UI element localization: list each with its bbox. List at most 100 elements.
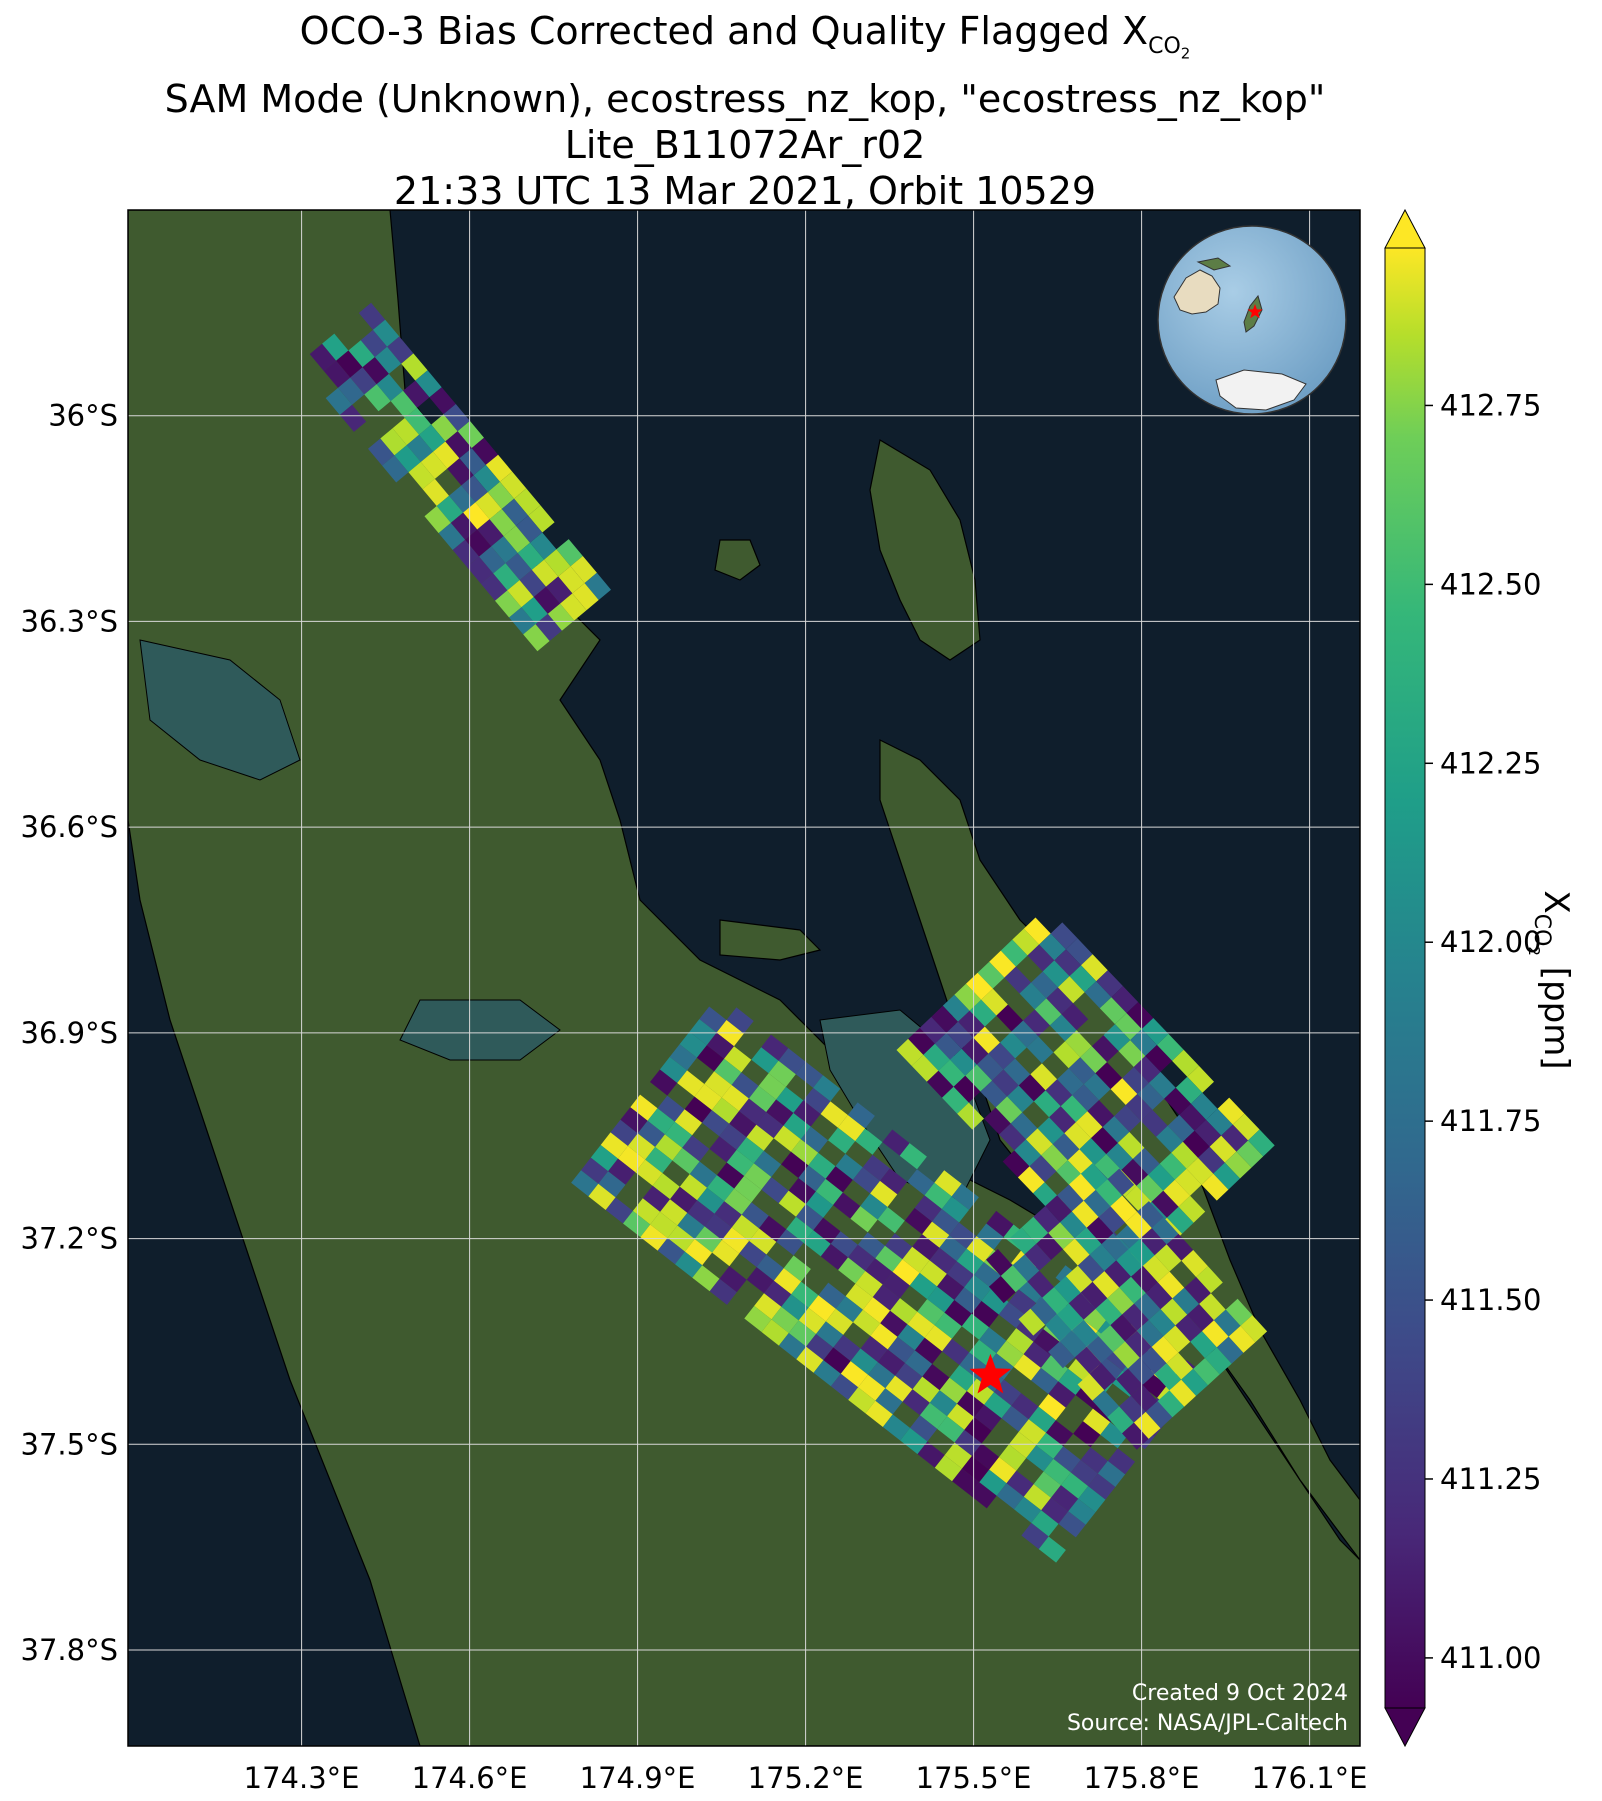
sounding-cell xyxy=(1004,966,1032,994)
sounding-cell xyxy=(927,1286,955,1313)
sounding-cell xyxy=(714,1201,742,1228)
sounding-cell xyxy=(380,428,407,456)
sounding-cell xyxy=(1148,1071,1176,1099)
sounding-cell xyxy=(912,1376,940,1403)
sounding-cell xyxy=(487,481,515,509)
sounding-cell xyxy=(877,1349,905,1376)
sounding-cell xyxy=(825,1166,853,1193)
sounding-cell xyxy=(1178,1195,1206,1223)
sounding-cell xyxy=(507,580,534,608)
sounding-cell xyxy=(533,586,561,614)
sounding-cell xyxy=(825,1308,853,1335)
sounding-cell xyxy=(914,1337,943,1364)
sounding-cell xyxy=(942,1338,970,1365)
y-tick-label: 36°S xyxy=(48,399,118,433)
sounding-cell xyxy=(1012,1254,1040,1282)
colorbar-tick-label: 412.00 xyxy=(1440,925,1541,959)
sounding-cell xyxy=(778,1048,806,1075)
sounding-cell xyxy=(473,464,500,493)
sounding-cell xyxy=(946,1021,974,1049)
sounding-cell xyxy=(833,1192,861,1219)
sounding-cell xyxy=(929,1247,957,1274)
sounding-cell xyxy=(1080,1163,1108,1190)
sounding-cell xyxy=(830,1373,859,1400)
sounding-cell xyxy=(803,1087,831,1114)
sounding-cell xyxy=(1101,1233,1129,1261)
sounding-cell xyxy=(739,1098,767,1125)
sounding-cell xyxy=(919,1016,947,1044)
sounding-cell xyxy=(1126,1002,1154,1029)
sounding-cell xyxy=(350,367,377,395)
sounding-cell xyxy=(449,485,476,513)
sounding-cell xyxy=(910,1415,938,1442)
sounding-cell xyxy=(919,1260,947,1287)
sounding-cell xyxy=(1071,1200,1099,1228)
sounding-cell xyxy=(1054,1276,1081,1304)
sounding-cell xyxy=(1202,1320,1229,1348)
sounding-cell xyxy=(761,1177,789,1204)
sounding-cell xyxy=(932,1209,960,1236)
sounding-cell xyxy=(523,624,550,652)
sounding-cell xyxy=(1000,1265,1028,1293)
sounding-cell xyxy=(322,333,349,361)
sounding-cell xyxy=(716,1162,745,1189)
sounding-cell xyxy=(1072,1084,1099,1112)
sounding-cell xyxy=(1033,1090,1061,1118)
sounding-cell xyxy=(1010,1112,1038,1140)
sounding-cell xyxy=(420,451,448,479)
sounding-cell xyxy=(949,1365,977,1392)
sounding-cell xyxy=(424,506,451,534)
globe-australia xyxy=(1173,269,1221,315)
sounding-cell xyxy=(1000,939,1028,967)
sounding-cell xyxy=(1045,1079,1073,1107)
sounding-cell xyxy=(721,1227,750,1254)
x-tick-label: 174.3°E xyxy=(244,1761,360,1795)
sounding-cell xyxy=(1069,965,1097,993)
sounding-cell xyxy=(419,424,446,452)
sounding-cell xyxy=(835,1153,863,1180)
sounding-cell xyxy=(1118,1040,1146,1067)
sounding-cell xyxy=(461,475,488,503)
sounding-cell xyxy=(828,1127,856,1154)
sounding-cell xyxy=(744,1163,772,1190)
sounding-cell xyxy=(758,1073,786,1100)
sounding-cell xyxy=(944,1442,972,1469)
sounding-cell xyxy=(862,1297,891,1324)
sounding-cell xyxy=(1084,981,1112,1009)
sounding-cell xyxy=(556,539,583,567)
sounding-cell xyxy=(818,1282,846,1309)
sounding-cell xyxy=(813,1360,841,1387)
sounding-cell xyxy=(944,1300,972,1327)
sounding-cell xyxy=(739,1241,767,1268)
sounding-cell xyxy=(862,1154,890,1181)
sounding-cell xyxy=(761,1319,789,1346)
sounding-cell xyxy=(966,972,993,1000)
sounding-cell xyxy=(971,1443,1000,1470)
sounding-cell xyxy=(415,370,442,398)
sounding-cell xyxy=(877,1207,905,1234)
sounding-cell xyxy=(984,1392,1012,1419)
sounding-cell xyxy=(813,1075,841,1102)
sounding-cell xyxy=(882,1271,910,1299)
sounding-cell xyxy=(726,1149,754,1176)
sounding-cell xyxy=(546,576,573,604)
sounding-cell xyxy=(860,1335,888,1363)
sounding-cell xyxy=(1119,1395,1146,1423)
colorbar-tick-label: 412.50 xyxy=(1440,567,1541,601)
sounding-cell xyxy=(670,1186,698,1213)
sounding-cell xyxy=(1236,1140,1264,1168)
sounding-cell xyxy=(422,478,449,506)
sounding-cell xyxy=(623,1210,651,1238)
x-tick-label: 174.6°E xyxy=(412,1761,528,1795)
sounding-cell xyxy=(1116,1249,1143,1277)
sounding-cell xyxy=(1087,1100,1115,1128)
sounding-cell xyxy=(503,525,530,553)
sounding-cell xyxy=(1006,1470,1034,1497)
sounding-cell xyxy=(1083,1408,1111,1435)
sounding-cell xyxy=(659,1056,688,1083)
sounding-cell xyxy=(731,1214,759,1241)
sounding-cell xyxy=(986,1353,1014,1380)
sounding-cell xyxy=(895,1363,923,1390)
sounding-cell xyxy=(1110,1314,1137,1342)
y-axis-ticks: 36°S 36.3°S 36.6°S 36.9°S 37.2°S 37.5°S 37.8°S xyxy=(21,399,118,1667)
